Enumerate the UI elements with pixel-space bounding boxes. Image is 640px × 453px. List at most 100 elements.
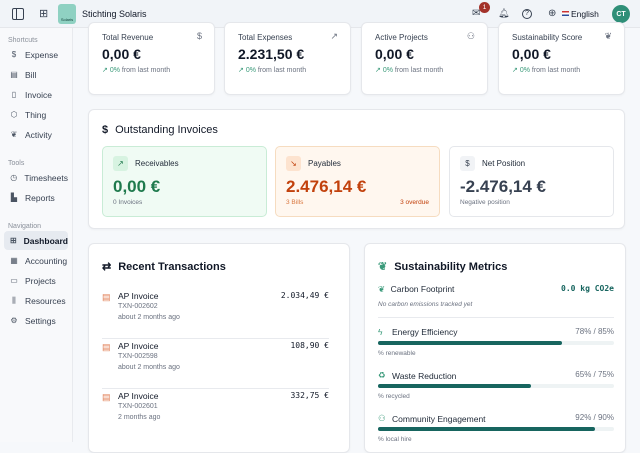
- stat-title: Active Projects: [375, 33, 428, 42]
- sidebar-item-resources[interactable]: ⫼ Resources: [4, 291, 68, 310]
- dollar-icon: $: [460, 156, 475, 171]
- globe-icon[interactable]: ⊕: [548, 8, 557, 19]
- dollar-icon: $: [102, 124, 109, 136]
- carbon-label: Carbon Footprint: [390, 284, 455, 294]
- panel-title: Sustainability Metrics: [394, 260, 508, 273]
- receivables-note: 0 Invoices: [113, 199, 143, 206]
- metric-label: Community Engagement: [392, 413, 486, 424]
- mail-icon[interactable]: ✉: [472, 8, 481, 19]
- swap-arrows-icon: ⇄: [102, 261, 112, 273]
- sidebar-item-thing[interactable]: ⬡ Thing: [4, 105, 68, 124]
- panel-title: Recent Transactions: [118, 260, 226, 273]
- library-icon: ⫼: [12, 295, 16, 305]
- sidebar-item-settings[interactable]: ⚙ Settings: [4, 311, 68, 330]
- transaction-id: TXN-002601: [118, 403, 158, 410]
- grid-icon: ⊞: [9, 236, 17, 245]
- transaction-row[interactable]: ▤ AP Invoice TXN-002601 2 months ago 332…: [102, 389, 329, 439]
- sidebar-item-dashboard[interactable]: ⊞ Dashboard: [4, 231, 68, 250]
- leaf-icon: ❦: [10, 130, 18, 139]
- org-logo[interactable]: Solaris: [58, 4, 76, 24]
- net-position-card[interactable]: $ Net Position -2.476,14 € Negative posit…: [449, 146, 614, 217]
- clock-icon: ◷: [10, 173, 18, 182]
- sidebar-item-label: Settings: [25, 315, 56, 326]
- transaction-type: AP Invoice: [118, 391, 159, 401]
- file-icon: ▤: [102, 392, 111, 402]
- stat-value: 0,00 €: [375, 46, 414, 62]
- transaction-time: 2 months ago: [118, 414, 161, 421]
- progress-bar: [378, 384, 614, 388]
- bill-icon: ▤: [10, 70, 18, 79]
- change-percent: 0%: [245, 67, 256, 74]
- carbon-value: 0.0 kg CO2e: [561, 284, 614, 293]
- transaction-row[interactable]: ▤ AP Invoice TXN-002602 about 2 months a…: [102, 289, 329, 339]
- bar-chart-icon: ▙: [10, 193, 18, 202]
- sidebar-item-activity[interactable]: ❦ Activity: [4, 125, 68, 144]
- sidebar-item-label: Thing: [25, 109, 47, 120]
- folder-icon: ▭: [10, 276, 18, 285]
- card-label: Payables: [308, 159, 341, 168]
- stat-value: 0,00 €: [102, 46, 141, 62]
- gear-icon: ⚙: [10, 316, 18, 325]
- progress-bar: [378, 427, 614, 431]
- leaf-icon: ❦: [604, 31, 612, 41]
- sidebar-toggle-icon[interactable]: [12, 7, 24, 20]
- sidebar-item-projects[interactable]: ▭ Projects: [4, 271, 68, 290]
- sidebar-item-label: Reports: [25, 192, 55, 203]
- logo-text: Solaris: [60, 17, 74, 22]
- transaction-row[interactable]: ▤ AP Invoice TXN-002598 about 2 months a…: [102, 339, 329, 389]
- progress-fill: [378, 384, 532, 388]
- sidebar-item-reports[interactable]: ▙ Reports: [4, 188, 68, 207]
- file-icon: ▤: [102, 342, 111, 352]
- stat-change: ↗ 0% from last month: [375, 66, 443, 74]
- stat-title: Total Expenses: [238, 33, 293, 42]
- sidebar-item-label: Dashboard: [23, 235, 68, 246]
- stat-change: ↗ 0% from last month: [512, 66, 580, 74]
- sidebar-item-label: Accounting: [25, 255, 68, 266]
- calculator-icon: ▦: [10, 256, 18, 265]
- apps-grid-icon[interactable]: ⊞: [39, 8, 49, 20]
- sidebar-item-invoice[interactable]: ▯ Invoice: [4, 85, 68, 104]
- language-selector[interactable]: English: [571, 8, 599, 19]
- org-name[interactable]: Stichting Solaris: [82, 8, 147, 19]
- net-position-value: -2.476,14 €: [460, 177, 547, 196]
- sidebar-item-timesheets[interactable]: ◷ Timesheets: [4, 168, 68, 187]
- zap-icon: ϟ: [378, 327, 383, 337]
- sidebar-item-label: Timesheets: [24, 172, 68, 183]
- change-text: from last month: [257, 67, 307, 74]
- trend-up-icon: ↗: [375, 67, 383, 74]
- sidebar-item-accounting[interactable]: ▦ Accounting: [4, 251, 68, 270]
- progress-bar: [378, 341, 614, 345]
- help-icon[interactable]: ?: [522, 8, 532, 19]
- change-percent: 0%: [382, 67, 393, 74]
- transaction-type: AP Invoice: [118, 341, 159, 351]
- sidebar-item-label: Expense: [25, 49, 59, 60]
- transaction-amount: 108,90 €: [290, 341, 329, 350]
- stat-title: Total Revenue: [102, 33, 154, 42]
- payables-card[interactable]: ↘ Payables 2.476,14 € 3 Bills 3 overdue: [275, 146, 440, 217]
- bell-icon[interactable]: 🔔︎: [498, 8, 510, 18]
- payables-value: 2.476,14 €: [286, 177, 367, 196]
- sidebar: Shortcuts $ Expense ▤ Bill ▯ Invoice ⬡ Thing…: [0, 28, 73, 442]
- change-text: from last month: [394, 67, 444, 74]
- stat-card-sustainability-score: Sustainability Score ❦ 0,00 € ↗ 0% from l…: [498, 22, 625, 95]
- card-label: Net Position: [482, 159, 526, 168]
- file-icon: ▯: [11, 90, 17, 99]
- sidebar-item-expense[interactable]: $ Expense: [4, 45, 68, 64]
- metric-label: Waste Reduction: [392, 370, 457, 381]
- trending-down-icon: ↘: [286, 156, 301, 171]
- sidebar-section-title: Tools: [8, 160, 25, 167]
- transaction-id: TXN-002598: [118, 353, 158, 360]
- sidebar-item-bill[interactable]: ▤ Bill: [4, 65, 68, 84]
- sidebar-item-label: Activity: [25, 129, 52, 140]
- transaction-time: about 2 months ago: [118, 314, 180, 321]
- trend-up-icon: ↗: [238, 67, 246, 74]
- stat-value: 0,00 €: [512, 46, 551, 62]
- sidebar-item-label: Projects: [25, 275, 56, 286]
- receivables-card[interactable]: ↗ Receivables 0,00 € 0 Invoices: [102, 146, 267, 217]
- change-percent: 0%: [519, 67, 530, 74]
- stat-value: 2.231,50 €: [238, 46, 305, 62]
- stat-change: ↗ 0% from last month: [238, 66, 306, 74]
- avatar[interactable]: CT: [612, 5, 630, 23]
- progress-fill: [378, 341, 563, 345]
- mail-badge: 1: [479, 2, 490, 13]
